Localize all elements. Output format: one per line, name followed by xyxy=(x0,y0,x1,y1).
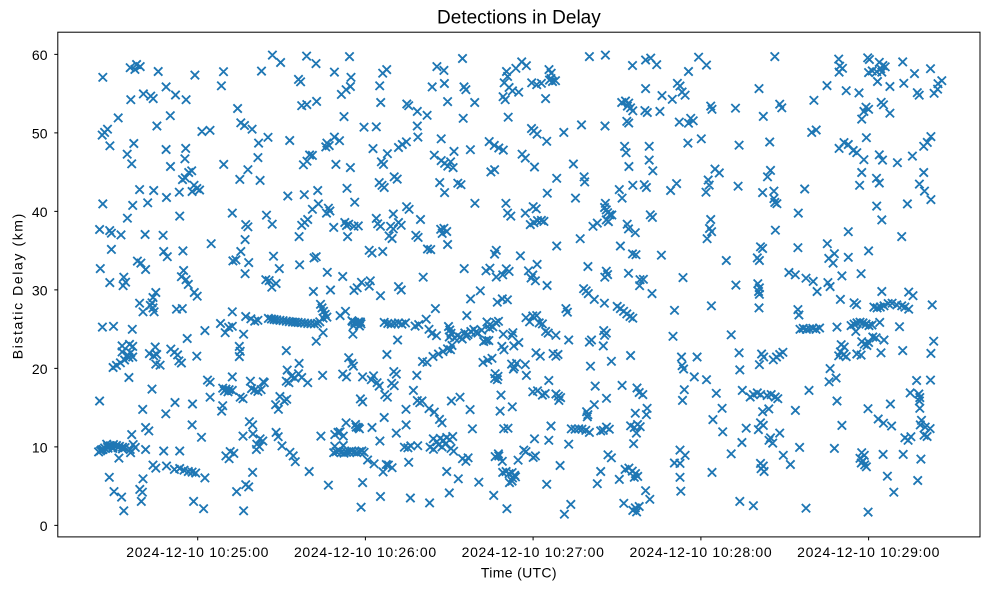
svg-text:2024-12-10 10:28:00: 2024-12-10 10:28:00 xyxy=(629,544,772,560)
svg-text:2024-12-10 10:27:00: 2024-12-10 10:27:00 xyxy=(462,544,605,560)
svg-text:20: 20 xyxy=(32,361,48,377)
svg-text:2024-12-10 10:29:00: 2024-12-10 10:29:00 xyxy=(797,544,940,560)
svg-text:0: 0 xyxy=(40,518,48,534)
svg-text:2024-12-10 10:26:00: 2024-12-10 10:26:00 xyxy=(294,544,437,560)
svg-text:Detections in Delay: Detections in Delay xyxy=(437,8,601,29)
svg-text:Bistatic Delay (km): Bistatic Delay (km) xyxy=(10,212,26,359)
svg-text:30: 30 xyxy=(32,283,48,299)
svg-text:40: 40 xyxy=(32,204,48,220)
svg-text:10: 10 xyxy=(32,440,48,456)
svg-text:60: 60 xyxy=(32,47,48,63)
svg-text:Time (UTC): Time (UTC) xyxy=(481,564,557,580)
svg-text:50: 50 xyxy=(32,126,48,142)
svg-text:2024-12-10 10:25:00: 2024-12-10 10:25:00 xyxy=(126,544,269,560)
